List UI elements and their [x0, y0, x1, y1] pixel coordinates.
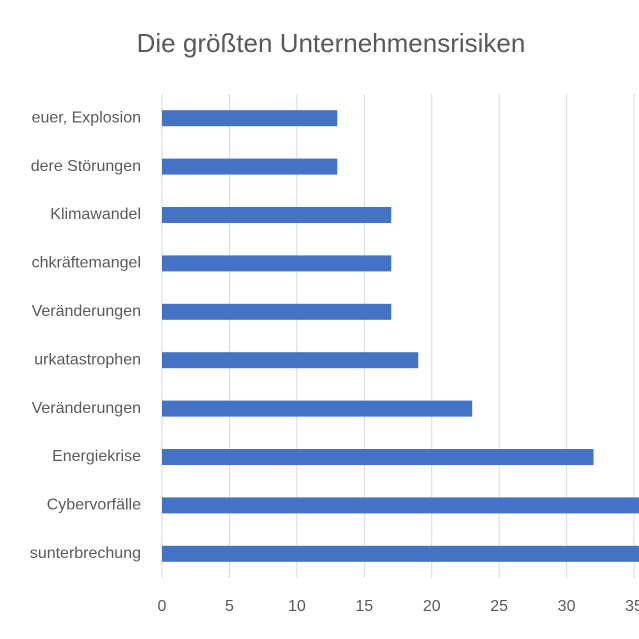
x-tick-label: 5 — [225, 598, 234, 615]
y-tick-label: sunterbrechung — [30, 545, 141, 562]
y-tick-label: chkräftemangel — [32, 255, 141, 272]
y-tick-label: Veränderungen — [32, 400, 141, 417]
x-tick-label: 30 — [558, 598, 576, 615]
bar — [162, 545, 639, 562]
bar — [162, 158, 338, 175]
bar — [162, 352, 419, 369]
bar — [162, 400, 473, 417]
x-tick-label: 20 — [423, 598, 441, 615]
y-tick-label: dere Störungen — [31, 158, 141, 175]
bar — [162, 207, 392, 223]
bar — [162, 497, 639, 514]
y-tick-label: Energiekrise — [52, 448, 141, 465]
x-tick-label: 0 — [158, 598, 167, 615]
y-tick-label: euer, Explosion — [32, 109, 141, 126]
bar — [162, 110, 338, 127]
bar — [162, 449, 594, 465]
bar — [162, 255, 392, 272]
x-tick-label: 10 — [288, 598, 306, 615]
y-tick-label: Cybervorfälle — [47, 497, 141, 514]
x-tick-label: 15 — [355, 598, 373, 615]
x-tick-label: 25 — [490, 598, 508, 615]
y-tick-label: Klimawandel — [50, 206, 141, 223]
x-tick-label: 35 — [625, 598, 639, 615]
y-tick-label: urkatastrophen — [34, 351, 141, 368]
bar — [162, 303, 392, 320]
chart-title: Die größten Unternehmensrisiken — [137, 28, 526, 58]
y-tick-label: Veränderungen — [32, 303, 141, 320]
